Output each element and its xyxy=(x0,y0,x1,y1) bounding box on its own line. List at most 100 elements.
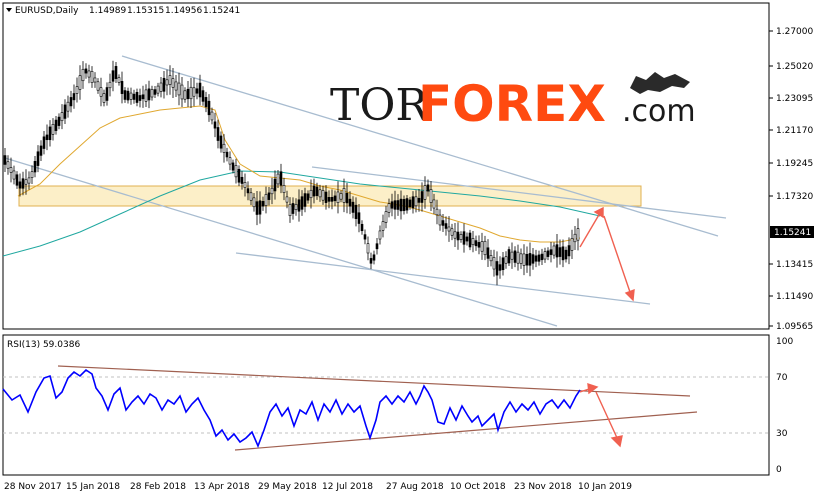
price-tick-label: 1.13415 xyxy=(776,260,813,270)
candle-body xyxy=(552,245,556,256)
candle-body xyxy=(279,171,283,186)
candle-body xyxy=(333,195,337,202)
candle-body xyxy=(465,236,469,242)
candle-body xyxy=(288,203,292,217)
candle-body xyxy=(468,232,472,248)
candle-body xyxy=(408,199,412,208)
logo-text-com: .com xyxy=(622,94,696,129)
candle-body xyxy=(48,126,52,141)
candle-body xyxy=(444,223,448,229)
bull-bear-icon xyxy=(630,72,690,94)
price-axis[interactable]: 1.27000 1.25020 1.23095 1.21170 1.19245 … xyxy=(769,27,813,332)
candle-body xyxy=(69,97,73,107)
candle-body xyxy=(111,70,115,82)
candle-body xyxy=(174,81,178,91)
candle-body xyxy=(24,179,28,185)
candle-body xyxy=(348,198,352,207)
candle-body xyxy=(90,71,94,83)
candle-body xyxy=(306,193,310,201)
candle-body xyxy=(96,81,100,91)
forecast-arrows xyxy=(579,206,635,302)
candle-body xyxy=(318,189,322,198)
candle-body xyxy=(564,249,568,260)
candle-body xyxy=(420,191,424,203)
candle-body xyxy=(381,221,385,231)
rsi-axis[interactable]: 100 70 30 0 xyxy=(776,337,793,475)
ohlc-open: 1.14989 xyxy=(89,6,126,16)
candle-body xyxy=(555,244,559,258)
candle-body xyxy=(165,79,169,86)
candle-body xyxy=(225,151,229,158)
candle-body xyxy=(324,191,328,203)
candle-body xyxy=(186,88,190,100)
candle-body xyxy=(192,87,196,97)
candle-body xyxy=(345,192,349,204)
candle-body xyxy=(363,234,367,240)
candle-body xyxy=(429,189,433,203)
candle-body xyxy=(342,188,346,203)
candle-body xyxy=(126,90,130,101)
price-tick-label: 1.17320 xyxy=(776,192,813,202)
candle-body xyxy=(99,87,103,97)
candle-body xyxy=(27,177,31,184)
rsi-forecast-arrows xyxy=(579,382,623,448)
candle-body xyxy=(114,66,118,79)
candle-body xyxy=(240,176,244,184)
price-tick-label: 1.21170 xyxy=(776,126,813,136)
main-chart-area[interactable] xyxy=(2,2,770,330)
rsi-levels xyxy=(3,376,769,434)
price-tick-label: 1.11490 xyxy=(776,292,813,302)
candle-body xyxy=(123,90,127,100)
time-axis[interactable]: 28 Nov 2017 15 Jan 2018 28 Feb 2018 13 A… xyxy=(3,474,769,492)
candle-body xyxy=(513,250,517,263)
rsi-panel-area[interactable] xyxy=(2,334,770,476)
candle-body xyxy=(30,171,34,178)
rsi-tick-label: 30 xyxy=(776,429,788,439)
candle-body xyxy=(213,121,217,129)
candle-body xyxy=(330,197,334,202)
candle-body xyxy=(108,81,112,89)
candle-body xyxy=(543,251,547,260)
candle-body xyxy=(315,186,319,196)
triangle-down-icon[interactable] xyxy=(6,8,12,12)
ohlc-high: 1.15315 xyxy=(127,6,164,16)
time-tick-label: 10 Jan 2019 xyxy=(578,482,632,492)
candle-body xyxy=(57,116,61,126)
candle-body xyxy=(498,264,502,271)
candle-body xyxy=(447,226,451,232)
candle-body xyxy=(75,86,79,94)
candle-body xyxy=(417,197,421,203)
candle-body xyxy=(576,228,580,241)
candle-body xyxy=(456,231,460,241)
candle-body xyxy=(249,192,253,201)
candle-body xyxy=(321,190,325,201)
candle-body xyxy=(12,170,16,180)
candle-body xyxy=(360,223,364,232)
candle-body xyxy=(426,184,430,192)
candle-body xyxy=(372,254,376,261)
candle-body xyxy=(222,143,226,153)
candle-body xyxy=(486,247,490,259)
candle-body xyxy=(471,238,475,246)
candle-body xyxy=(402,199,406,211)
candle-body xyxy=(531,254,535,264)
candle-body xyxy=(195,88,199,94)
candle-body xyxy=(354,204,358,219)
time-tick-label: 12 Jul 2018 xyxy=(322,482,373,492)
candle-body xyxy=(522,253,526,266)
candle-body xyxy=(507,249,511,264)
candle-body xyxy=(84,68,88,74)
candle-body xyxy=(309,189,313,199)
candle-body xyxy=(120,81,124,94)
candle-body xyxy=(399,198,403,212)
candle-body xyxy=(93,77,97,83)
candle-body xyxy=(72,93,76,101)
candle-body xyxy=(156,85,160,94)
main-trendlines[interactable] xyxy=(4,55,727,327)
candle-body xyxy=(117,77,121,83)
chart-header: EURUSD,Daily 1.14989 1.15315 1.14956 1.1… xyxy=(6,6,240,16)
candle-body xyxy=(216,127,220,141)
candle-body xyxy=(477,242,481,248)
lower-channel-line xyxy=(4,157,558,327)
candle-body xyxy=(573,233,577,243)
